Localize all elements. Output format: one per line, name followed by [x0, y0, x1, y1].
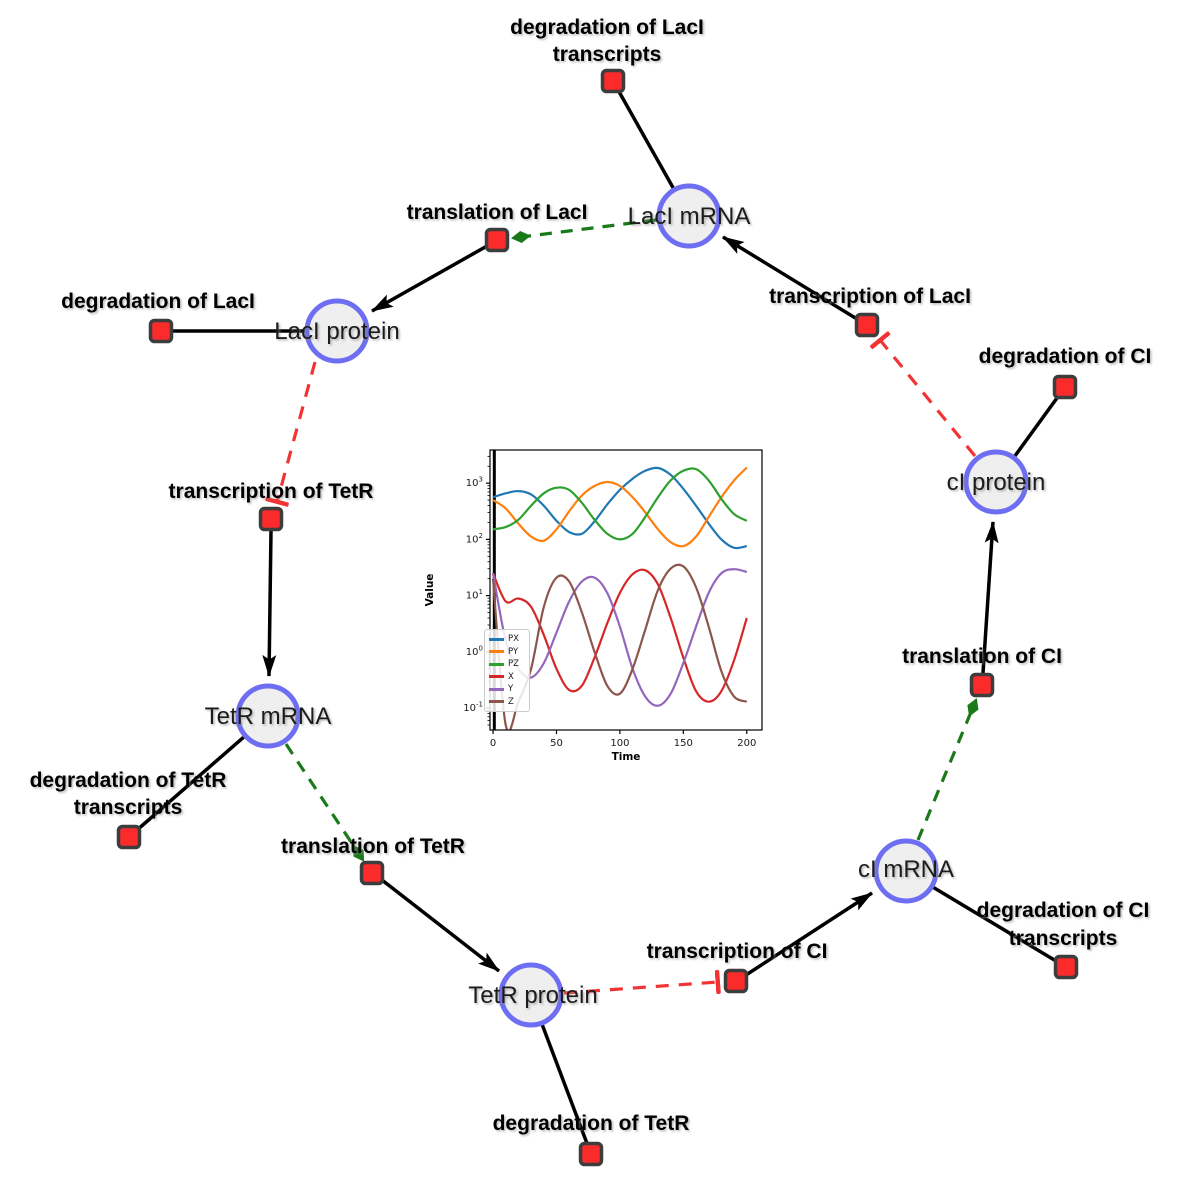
- label-degradation-tetr-transcripts-line1: degradation of TetR: [29, 769, 227, 792]
- y-tick-label: 10-1: [463, 701, 483, 715]
- legend-swatch-X: [489, 675, 504, 679]
- curve-X: [491, 568, 748, 703]
- curve-PX: [492, 466, 748, 550]
- node-tetr-protein[interactable]: [498, 962, 564, 1028]
- legend-label-Y: Y: [508, 684, 514, 695]
- chart-legend: PX PY PZ X Y Z: [484, 629, 530, 712]
- node-degradation-laci-transcripts[interactable]: [600, 68, 626, 94]
- edge-laci-protein-inhibits-transcription-tetr: [265, 361, 317, 507]
- node-laci-protein[interactable]: [304, 298, 370, 364]
- label-laci-mrna: LacI mRNA: [627, 203, 751, 230]
- x-tick-label: 150: [674, 738, 693, 749]
- label-degradation-laci: degradation of LacI: [61, 290, 255, 313]
- node-degradation-ci-transcripts[interactable]: [1053, 954, 1079, 980]
- inhibition-edges: [265, 331, 977, 995]
- x-tick-label: 50: [550, 738, 563, 749]
- label-ci-protein: cI protein: [946, 469, 1046, 496]
- edge-translation-laci-to-laci-protein: [371, 244, 488, 313]
- label-degradation-laci-transcripts-line2: transcripts: [552, 43, 662, 66]
- x-tick-label: 200: [737, 738, 756, 749]
- legend-swatch-PX: [489, 637, 504, 641]
- x-tick-label: 100: [610, 738, 629, 749]
- edge-laci-mrna-activates-translation: [511, 218, 657, 243]
- legend-entry-X: X: [489, 671, 525, 684]
- y-tick-label: 102: [466, 532, 483, 546]
- legend-label-PZ: PZ: [508, 659, 519, 670]
- label-transcription-tetr: transcription of TetR: [168, 480, 374, 503]
- edge-ci-protein-inhibits-transcription-laci: [870, 331, 977, 458]
- curve-Z: [491, 563, 748, 730]
- x-axis-label: Time: [612, 751, 641, 762]
- label-degradation-tetr-transcripts-line2: transcripts: [73, 796, 183, 819]
- chart-plot-area: 0 50 100 150 200 10-1 100 101 102 103 Time Value: [424, 449, 763, 762]
- legend-label-PY: PY: [508, 646, 519, 657]
- label-tetr-protein: TetR protein: [468, 982, 598, 1009]
- legend-entry-Y: Y: [489, 683, 525, 696]
- legend-swatch-Z: [489, 700, 504, 704]
- label-transcription-ci: transcription of CI: [646, 940, 828, 963]
- chart-curves: [491, 450, 748, 730]
- curve-PZ: [492, 467, 748, 541]
- edge-translation-ci-to-ci-protein: [981, 521, 999, 674]
- node-ci-protein[interactable]: [963, 449, 1029, 515]
- label-degradation-ci-transcripts-line2: transcripts: [1008, 927, 1118, 950]
- y-tick-label: 100: [466, 644, 483, 658]
- curve-Y: [491, 568, 748, 707]
- legend-label-PX: PX: [508, 634, 519, 645]
- node-degradation-ci[interactable]: [1052, 374, 1078, 400]
- activation-edges: [284, 218, 979, 862]
- label-degradation-laci-transcripts-line1: degradation of LacI: [510, 16, 704, 39]
- reaction-nodes: [116, 68, 1079, 1167]
- timecourse-chart: 0 50 100 150 200 10-1 100 101 102 103 Time Value PX…: [420, 440, 772, 762]
- node-translation-laci[interactable]: [484, 227, 510, 253]
- edge-tetr-protein-inhibits-transcription-ci: [563, 969, 721, 995]
- node-laci-mrna[interactable]: [656, 183, 722, 249]
- label-translation-tetr: translation of TetR: [281, 835, 465, 858]
- node-degradation-laci[interactable]: [148, 318, 174, 344]
- edge-transcription-tetr-to-tetr-mrna: [262, 530, 277, 677]
- node-transcription-ci[interactable]: [723, 968, 749, 994]
- label-laci-protein: LacI protein: [274, 318, 400, 345]
- node-ci-mrna[interactable]: [873, 838, 939, 904]
- node-degradation-tetr-transcripts[interactable]: [116, 824, 142, 850]
- y-tick-label: 103: [466, 476, 483, 490]
- edge-tetr-mrna-activates-translation: [284, 743, 365, 862]
- label-transcription-laci: transcription of LacI: [769, 285, 971, 308]
- chart-spines: [489, 449, 763, 731]
- y-axis-label: Value: [424, 574, 436, 607]
- production-edges: [262, 235, 999, 977]
- node-degradation-tetr[interactable]: [578, 1141, 604, 1167]
- legend-entry-Z: Z: [489, 696, 525, 709]
- legend-label-X: X: [508, 671, 514, 682]
- x-tick-label: 0: [490, 738, 496, 749]
- edge-transcription-ci-to-ci-mrna: [745, 891, 873, 977]
- label-translation-ci: translation of CI: [902, 645, 1062, 668]
- node-tetr-mrna[interactable]: [235, 683, 301, 749]
- node-transcription-tetr[interactable]: [258, 506, 284, 532]
- node-translation-ci[interactable]: [969, 672, 995, 698]
- label-degradation-tetr: degradation of TetR: [492, 1112, 690, 1135]
- node-translation-tetr[interactable]: [359, 860, 385, 886]
- legend-entry-PX: PX: [489, 633, 525, 646]
- label-degradation-ci: degradation of CI: [978, 345, 1152, 368]
- edge-translation-tetr-to-tetr-protein: [380, 878, 501, 973]
- y-tick-label: 101: [466, 588, 483, 602]
- label-degradation-ci-transcripts-line1: degradation of CI: [976, 899, 1150, 922]
- edge-transcription-laci-to-laci-mrna: [722, 235, 858, 321]
- species-nodes: [235, 183, 1029, 1028]
- legend-label-Z: Z: [508, 696, 514, 707]
- legend-entry-PY: PY: [489, 646, 525, 659]
- label-tetr-mrna: TetR mRNA: [204, 703, 332, 730]
- node-transcription-laci[interactable]: [854, 312, 880, 338]
- label-translation-laci: translation of LacI: [406, 201, 588, 224]
- legend-entry-PZ: PZ: [489, 658, 525, 671]
- curve-PY: [492, 466, 748, 548]
- edge-ci-mrna-activates-translation: [916, 698, 979, 841]
- legend-swatch-Y: [489, 687, 504, 691]
- legend-swatch-PY: [489, 650, 504, 654]
- legend-swatch-PZ: [489, 662, 504, 666]
- label-ci-mrna: cI mRNA: [858, 856, 954, 883]
